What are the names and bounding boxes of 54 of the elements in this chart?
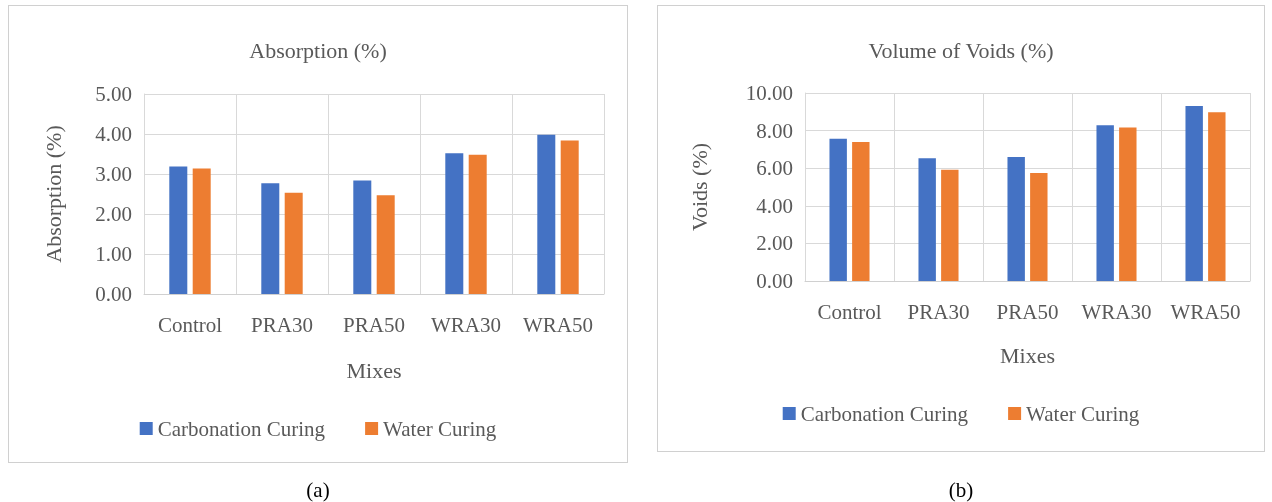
y-tick-label: 3.00 <box>95 162 132 186</box>
bar <box>376 195 395 294</box>
bar <box>192 168 211 294</box>
bar <box>468 154 487 294</box>
x-tick-label: WRA30 <box>431 312 501 337</box>
bar <box>829 138 847 281</box>
bar <box>445 153 464 294</box>
y-tick-label: 5.00 <box>95 82 132 106</box>
bar <box>1030 173 1048 281</box>
bar <box>353 180 372 294</box>
legend-label: Carbonation Curing <box>157 416 326 441</box>
y-tick-label: 2.00 <box>95 202 132 226</box>
text: (b) <box>947 478 975 502</box>
y-tick-label: 10.00 <box>745 81 793 105</box>
chart-title: Absorption (%) <box>249 37 387 63</box>
x-tick-label: PRA30 <box>251 312 313 337</box>
y-tick-label: 1.00 <box>95 242 132 266</box>
x-tick-label: PRA50 <box>343 312 405 337</box>
bar <box>1096 125 1114 281</box>
bar <box>1007 156 1025 281</box>
x-tick-label: Control <box>157 312 223 337</box>
bar <box>1119 127 1137 281</box>
y-tick-label: 0.00 <box>95 282 132 306</box>
x-tick-label: PRA50 <box>996 299 1059 324</box>
chart-title: Volume of Voids (%) <box>868 37 1054 63</box>
x-axis-title: Mixes <box>1000 342 1055 368</box>
bar <box>261 183 280 294</box>
x-tick-label: WRA30 <box>1081 299 1152 324</box>
x-axis-title: Mixes <box>346 357 402 383</box>
bar <box>537 134 556 294</box>
legend-label: Water Curing <box>383 416 497 441</box>
text: (a) <box>305 478 331 502</box>
y-tick-label: 0.00 <box>756 269 793 293</box>
legend-label: Water Curing <box>1026 401 1140 426</box>
x-tick-label: Control <box>817 299 882 324</box>
x-tick-label: WRA50 <box>1170 299 1241 324</box>
y-tick-label: 2.00 <box>756 231 793 256</box>
y-tick-label: 6.00 <box>756 156 793 181</box>
bar <box>1208 112 1226 281</box>
x-tick-label: PRA30 <box>907 299 970 324</box>
bar <box>852 141 870 281</box>
bar <box>941 169 959 281</box>
bar <box>560 140 579 294</box>
y-axis-title: Absorption (%) <box>40 125 66 263</box>
y-axis-title: Voids (%) <box>686 142 712 232</box>
bar <box>169 166 188 294</box>
y-tick-label: 8.00 <box>756 118 793 143</box>
y-tick-label: 4.00 <box>756 193 793 218</box>
bar <box>918 158 936 281</box>
bar <box>284 192 303 294</box>
x-tick-label: WRA50 <box>523 312 593 337</box>
legend-label: Carbonation Curing <box>800 401 969 426</box>
y-tick-label: 4.00 <box>95 122 132 146</box>
bar <box>1185 105 1203 281</box>
